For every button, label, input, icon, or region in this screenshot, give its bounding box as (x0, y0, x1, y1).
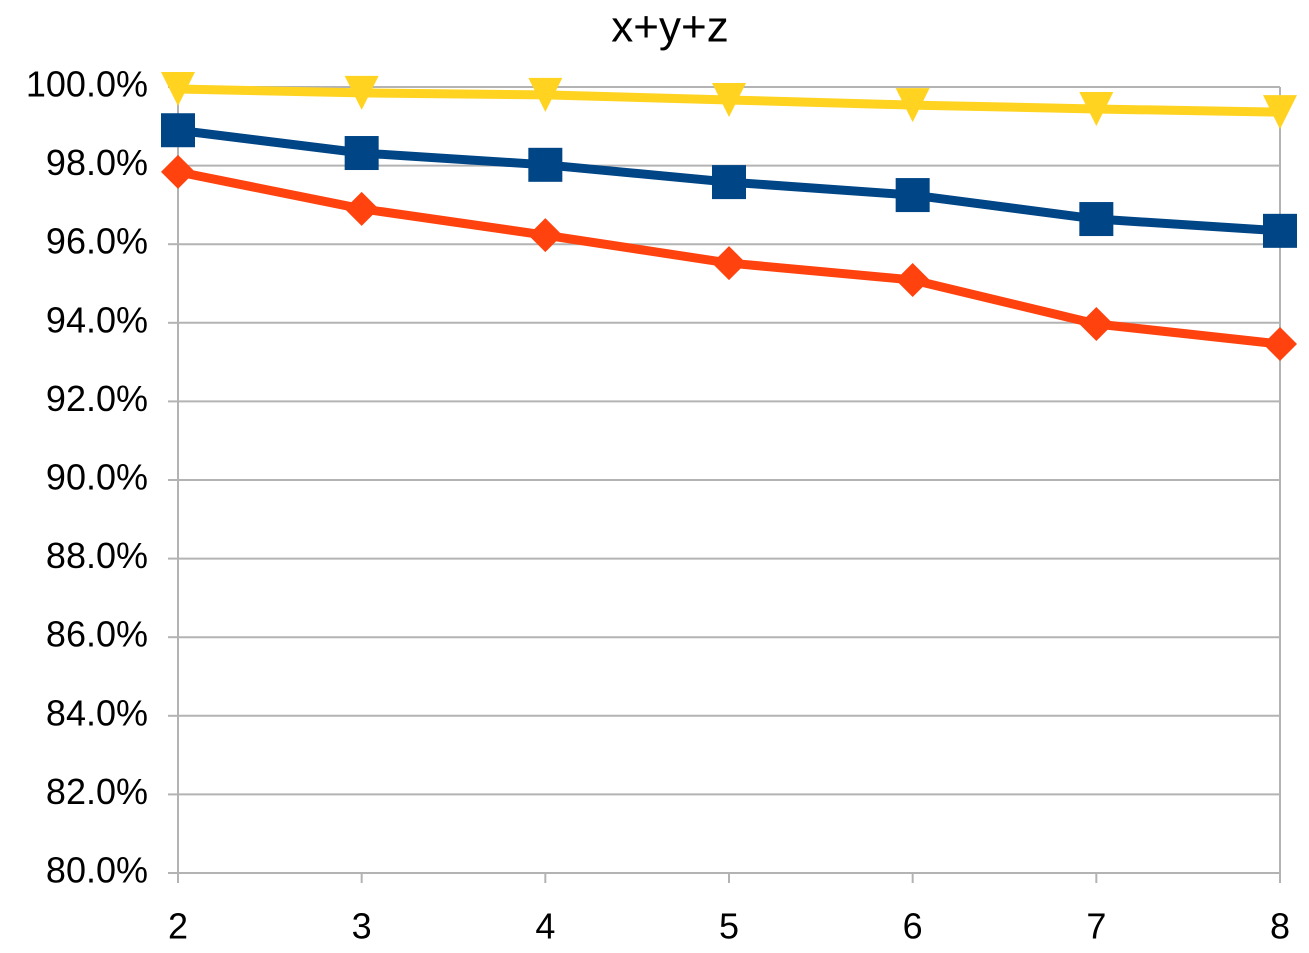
marker (1079, 92, 1114, 127)
x-tick-label: 5 (719, 906, 739, 947)
marker (712, 165, 746, 200)
y-tick-label: 90.0% (46, 457, 148, 498)
y-tick-label: 100.0% (26, 64, 148, 105)
marker (1263, 213, 1297, 248)
y-tick-label: 80.0% (46, 850, 148, 891)
marker (712, 82, 746, 117)
marker (161, 154, 195, 189)
marker (895, 262, 930, 297)
chart-title: x+y+z (611, 3, 728, 52)
marker (1079, 202, 1114, 237)
y-tick-label: 82.0% (46, 771, 148, 812)
marker (528, 77, 563, 112)
y-tick-label: 88.0% (46, 535, 148, 576)
y-tick-label: 92.0% (46, 378, 148, 419)
x-tick-label: 3 (352, 906, 372, 947)
marker (1263, 327, 1297, 362)
y-tick-label: 98.0% (46, 142, 148, 183)
y-tick-label: 84.0% (46, 692, 148, 733)
marker (344, 136, 379, 171)
marker (528, 147, 563, 182)
marker (712, 246, 746, 281)
x-tick-label: 2 (168, 906, 188, 947)
x-tick-label: 6 (903, 906, 923, 947)
marker (161, 71, 195, 106)
y-tick-label: 96.0% (46, 221, 148, 262)
marker (161, 113, 195, 148)
y-tick-label: 94.0% (46, 299, 148, 340)
marker (344, 191, 379, 226)
marker (528, 218, 563, 253)
x-tick-label: 4 (535, 906, 555, 947)
marker (895, 88, 930, 123)
x-tick-label: 8 (1270, 906, 1290, 947)
y-tick-label: 86.0% (46, 614, 148, 655)
marker (1263, 95, 1297, 130)
x-tick-label: 7 (1086, 906, 1106, 947)
marker (1079, 306, 1114, 341)
marker (344, 75, 379, 110)
marker (895, 178, 930, 213)
